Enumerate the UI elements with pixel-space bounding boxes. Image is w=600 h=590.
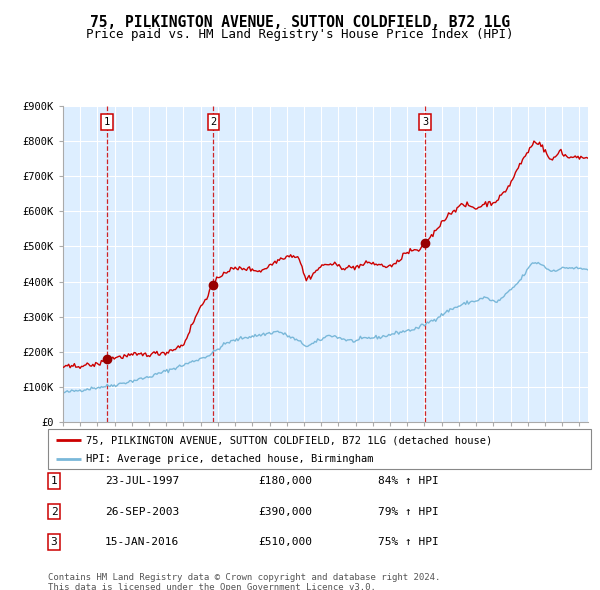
Text: Price paid vs. HM Land Registry's House Price Index (HPI): Price paid vs. HM Land Registry's House … [86,28,514,41]
Text: 23-JUL-1997: 23-JUL-1997 [105,476,179,486]
Text: HPI: Average price, detached house, Birmingham: HPI: Average price, detached house, Birm… [86,454,374,464]
Text: Contains HM Land Registry data © Crown copyright and database right 2024.: Contains HM Land Registry data © Crown c… [48,573,440,582]
Text: 1: 1 [104,117,110,127]
Text: 2: 2 [210,117,217,127]
Text: 75% ↑ HPI: 75% ↑ HPI [378,537,439,547]
Text: 79% ↑ HPI: 79% ↑ HPI [378,507,439,516]
Text: £510,000: £510,000 [258,537,312,547]
Text: £180,000: £180,000 [258,476,312,486]
Text: 15-JAN-2016: 15-JAN-2016 [105,537,179,547]
Text: 75, PILKINGTON AVENUE, SUTTON COLDFIELD, B72 1LG: 75, PILKINGTON AVENUE, SUTTON COLDFIELD,… [90,15,510,30]
Text: 26-SEP-2003: 26-SEP-2003 [105,507,179,516]
Text: This data is licensed under the Open Government Licence v3.0.: This data is licensed under the Open Gov… [48,583,376,590]
Text: 2: 2 [50,507,58,516]
Text: £390,000: £390,000 [258,507,312,516]
Text: 3: 3 [422,117,428,127]
Text: 84% ↑ HPI: 84% ↑ HPI [378,476,439,486]
FancyBboxPatch shape [48,429,591,469]
Text: 1: 1 [50,476,58,486]
Text: 75, PILKINGTON AVENUE, SUTTON COLDFIELD, B72 1LG (detached house): 75, PILKINGTON AVENUE, SUTTON COLDFIELD,… [86,435,492,445]
Text: 3: 3 [50,537,58,547]
